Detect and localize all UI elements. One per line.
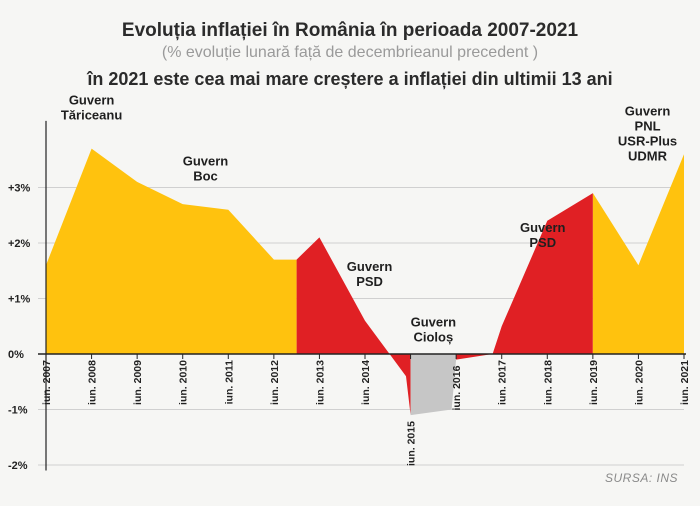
government-label: Guvern	[183, 153, 229, 168]
chart-subtitle: (% evoluție lunară față de decembrieanul…	[161, 44, 539, 61]
x-tick-label: iun. 2020	[633, 360, 645, 405]
chart-headline: în 2021 este cea mai mare creștere a inf…	[87, 69, 613, 89]
government-label: PSD	[529, 235, 556, 250]
x-tick-label: iun. 2021	[679, 360, 691, 405]
x-tick-label: iun. 2011	[223, 360, 235, 405]
x-tick-label: iun. 2008	[87, 360, 99, 405]
government-label: PNL	[635, 118, 661, 133]
y-tick-label: +1%	[8, 294, 31, 306]
area-segment	[410, 354, 457, 416]
x-tick-label: iun. 2010	[178, 360, 190, 405]
x-tick-label: iun. 2013	[314, 360, 326, 405]
area-segment	[592, 154, 684, 354]
y-tick-label: +2%	[8, 238, 31, 250]
x-tick-label: iun. 2018	[542, 360, 554, 405]
x-tick-label: iun. 2016	[451, 365, 463, 410]
government-label: PSD	[356, 274, 383, 289]
government-label: Guvern	[411, 314, 457, 329]
x-tick-label: iun. 2009	[132, 360, 144, 405]
government-label: USR-Plus	[618, 133, 677, 148]
government-label: Guvern	[520, 220, 566, 235]
government-label: Guvern	[625, 103, 671, 118]
chart-title: Evoluția inflației în România în perioad…	[121, 20, 579, 41]
government-label: UDMR	[628, 148, 668, 163]
government-label: Guvern	[69, 92, 115, 107]
y-tick-label: 0%	[8, 349, 24, 361]
area-segment	[46, 148, 297, 354]
x-tick-label: iun. 2015	[406, 421, 418, 466]
x-tick-label: iun. 2012	[269, 360, 281, 405]
government-label: Cioloș	[413, 329, 453, 344]
source-note: SURSA: INS	[604, 471, 678, 485]
government-label: Boc	[193, 168, 218, 183]
area-segment	[296, 237, 411, 416]
government-label: Tăriceanu	[61, 107, 122, 122]
x-tick-label: iun. 2017	[497, 360, 509, 405]
area-segment	[456, 193, 593, 360]
y-tick-label: -2%	[8, 460, 28, 472]
x-tick-label: iun. 2007	[41, 360, 53, 405]
x-tick-label: iun. 2014	[360, 360, 372, 405]
x-tick-label: iun. 2019	[588, 360, 600, 405]
y-tick-label: -1%	[8, 405, 28, 417]
y-tick-label: +3%	[8, 183, 31, 195]
government-label: Guvern	[347, 259, 393, 274]
